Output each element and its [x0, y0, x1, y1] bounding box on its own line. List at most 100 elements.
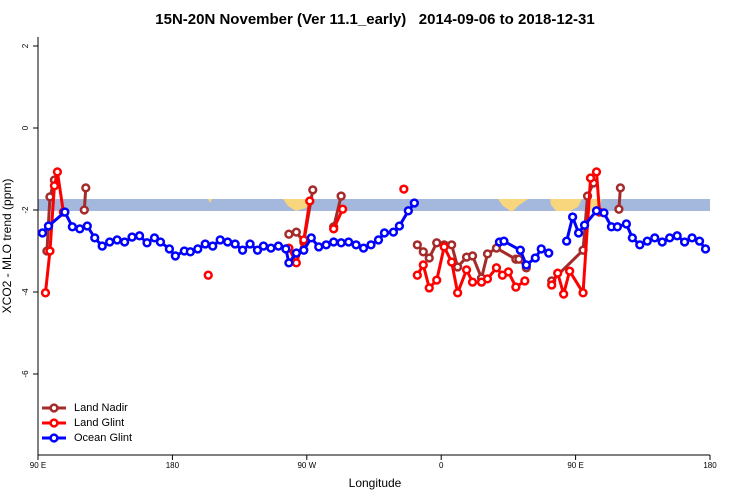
data-point [591, 206, 602, 216]
land-patch [498, 199, 528, 212]
data-point [452, 262, 463, 272]
data-point [499, 236, 509, 246]
ocean-strip [38, 199, 710, 211]
legend-label: Land Nadir [74, 402, 128, 414]
data-point [343, 237, 354, 247]
series [37, 198, 711, 270]
data-point [424, 253, 434, 263]
data-point [439, 242, 449, 252]
data-point [418, 260, 428, 270]
data-point [43, 221, 54, 231]
data-point [245, 239, 255, 249]
data-point [578, 288, 588, 298]
data-point [418, 247, 428, 257]
data-point [467, 251, 478, 261]
data-point [75, 224, 85, 234]
data-point [432, 238, 442, 248]
data-point [679, 237, 690, 247]
y-tick-label: 2 [21, 43, 30, 48]
y-tick-label: 0 [21, 125, 30, 130]
data-point [82, 221, 92, 231]
series-line [332, 195, 343, 228]
data-point [399, 184, 409, 194]
data-point [627, 233, 637, 243]
x-tick-label: 90 E [30, 461, 46, 470]
data-point [657, 237, 667, 247]
y-axis-label: XCO2 - MLO trend (ppm) [0, 179, 14, 314]
data-point [305, 196, 315, 206]
data-point [337, 204, 348, 214]
data-point [536, 244, 546, 254]
data-point [223, 237, 233, 247]
data-point [291, 227, 301, 237]
y-tick-label: -4 [21, 288, 30, 296]
data-point [336, 191, 346, 201]
data-point [273, 241, 284, 251]
data-point [579, 220, 590, 230]
data-point [142, 238, 152, 248]
data-point [530, 253, 540, 263]
data-point [149, 233, 160, 243]
data-point [67, 222, 77, 232]
x-tick-label: 180 [703, 461, 717, 470]
land-patch [208, 199, 212, 203]
series [40, 167, 605, 299]
x-tick-label: 90 E [567, 461, 583, 470]
data-point [105, 237, 115, 247]
data-point [573, 228, 584, 238]
data-point [515, 245, 525, 255]
data-point [687, 233, 697, 243]
x-tick-label: 90 W [297, 461, 316, 470]
data-point [155, 237, 166, 247]
data-point [112, 235, 122, 245]
data-point [599, 208, 609, 218]
data-point [403, 206, 413, 216]
data-point [467, 277, 478, 287]
data-point [412, 240, 422, 250]
data-point [424, 283, 434, 293]
data-point [520, 276, 530, 286]
data-point [299, 235, 309, 245]
data-point [90, 233, 100, 243]
data-point [119, 237, 130, 247]
data-point [230, 239, 240, 249]
data-point [394, 221, 405, 231]
data-point [388, 227, 399, 237]
data-point [585, 173, 596, 183]
data-point [284, 258, 294, 268]
data-point [544, 248, 554, 258]
data-point [299, 245, 309, 255]
data-point [553, 268, 563, 278]
x-tick-label: 0 [439, 461, 444, 470]
data-point [252, 245, 263, 255]
data-point [621, 219, 632, 229]
land-patch [550, 199, 582, 211]
data-point [694, 236, 705, 246]
data-point [308, 185, 318, 195]
data-point [379, 228, 390, 238]
data-point [281, 244, 291, 254]
data-point [514, 254, 524, 264]
data-point [461, 265, 472, 275]
data-point [314, 242, 324, 252]
data-point [432, 275, 442, 285]
data-point [409, 198, 419, 208]
chart-title: 15N-20N November (Ver 11.1_early) 2014-0… [155, 11, 594, 28]
data-point [612, 222, 623, 232]
data-point [614, 204, 624, 214]
data-point [336, 238, 346, 248]
data-point [672, 231, 682, 241]
land-patch [283, 199, 312, 211]
x-axis-label: Longitude [349, 476, 402, 490]
data-point [203, 270, 213, 280]
legend-label: Land Glint [74, 417, 124, 429]
data-point [49, 181, 60, 191]
data-point [615, 183, 626, 193]
data-point [164, 244, 175, 254]
legend: Land Nadir Land Glint Ocean Glint [42, 402, 132, 444]
data-point [291, 248, 301, 258]
data-point [97, 241, 107, 251]
data-point [306, 233, 316, 243]
data-point [412, 270, 422, 280]
